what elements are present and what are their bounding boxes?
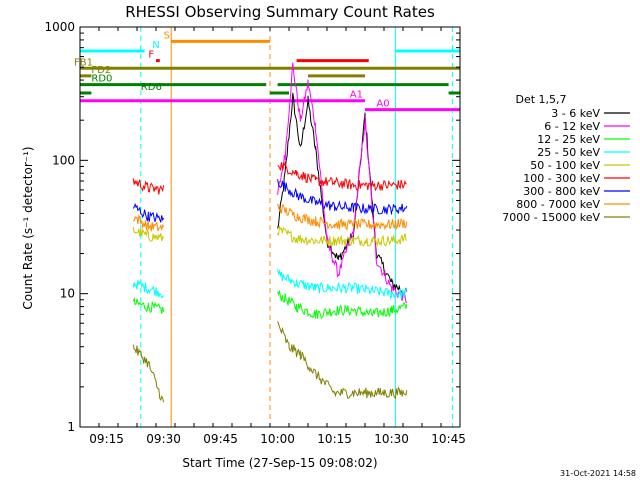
series-line — [132, 225, 408, 247]
series-line — [132, 321, 408, 403]
legend-entry: 100 - 300 keV — [523, 172, 600, 185]
y-tick-label: 1 — [67, 420, 75, 434]
legend-entry: 12 - 25 keV — [537, 133, 600, 146]
legend-entry: 800 - 7000 keV — [516, 198, 600, 211]
y-tick-label: 100 — [52, 153, 75, 167]
flag-label: N — [152, 40, 159, 51]
flag-label: RD6 — [141, 82, 162, 93]
series-line — [132, 269, 408, 300]
y-tick-label: 10 — [60, 287, 75, 301]
series-lines — [132, 62, 408, 403]
legend-entry: 300 - 800 keV — [523, 185, 600, 198]
series-line — [277, 62, 408, 304]
axes: 1 10 100 1000 09:15 09:30 09:45 10:00 10:15 10:30… — [44, 20, 465, 446]
legend-title: Det 1,5,7 — [515, 93, 566, 106]
chart-title: RHESSI Observing Summary Count Rates — [125, 3, 435, 21]
x-tick-label: 09:30 — [146, 432, 181, 446]
x-tick-label: 10:00 — [260, 432, 295, 446]
legend-entry: 3 - 6 keV — [551, 107, 600, 120]
series-line — [132, 290, 408, 320]
y-axis-label: Count Rate (s⁻¹ detector⁻¹) — [21, 146, 35, 309]
flag-label: S — [164, 30, 170, 41]
x-axis-label: Start Time (27-Sep-15 09:08:02) — [182, 456, 377, 470]
footer-date: 31-Oct-2021 14:58 — [560, 469, 636, 478]
series-line — [133, 203, 408, 232]
legend-entry: 25 - 50 keV — [537, 146, 600, 159]
series-line — [132, 179, 408, 223]
legend-entry: 7000 - 15000 keV — [502, 211, 600, 224]
x-tick-label: 09:45 — [203, 432, 238, 446]
series-line — [132, 161, 407, 195]
flag-label: F — [148, 50, 154, 61]
flag-label: FD2 — [91, 65, 111, 76]
flag-label: RD0 — [91, 74, 112, 85]
x-tick-label: 10:30 — [374, 432, 409, 446]
legend-entry: 50 - 100 keV — [530, 159, 600, 172]
legend-entry: 6 - 12 keV — [544, 120, 600, 133]
x-tick-label: 10:45 — [431, 432, 466, 446]
x-tick-label: 10:15 — [317, 432, 352, 446]
y-tick-label: 1000 — [44, 20, 75, 34]
flag-label: A0 — [376, 99, 389, 110]
series-line — [277, 92, 408, 298]
flag-label: FB1 — [74, 57, 93, 68]
flag-label: A1 — [350, 90, 363, 101]
x-tick-label: 09:15 — [89, 432, 124, 446]
